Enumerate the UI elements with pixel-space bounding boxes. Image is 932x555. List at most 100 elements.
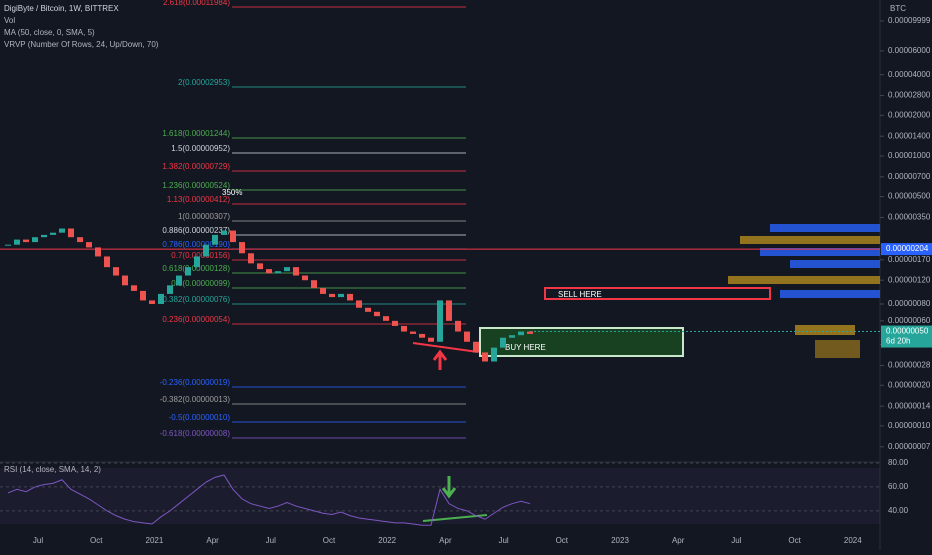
candle-body <box>491 347 497 362</box>
candle-body <box>104 256 110 268</box>
candle-body <box>185 267 191 276</box>
price-tick-label: 0.00001400 <box>888 131 931 140</box>
sell-label: SELL HERE <box>558 290 602 299</box>
candle-body <box>32 237 38 243</box>
candle-body <box>356 300 362 308</box>
vp-bar <box>728 276 880 284</box>
time-label: Oct <box>556 536 569 545</box>
support-line <box>412 342 479 353</box>
fib-label: -0.382(0.00000013) <box>160 395 231 404</box>
candle-body <box>266 269 272 274</box>
price-tick-label: 0.00000120 <box>888 275 931 284</box>
price-tick-label: 0.00009999 <box>888 16 931 25</box>
candle-body <box>365 307 371 312</box>
rsi-tick-label: 80.00 <box>888 458 909 467</box>
current-price-label: 0.00000050 <box>886 327 929 336</box>
candle-body <box>221 230 227 235</box>
candle-body <box>41 234 47 238</box>
candle-body <box>374 311 380 317</box>
price-tick-label: 0.00000007 <box>888 442 931 451</box>
time-label: Apr <box>206 536 219 545</box>
fib-label: 2.618(0.00011984) <box>163 0 230 7</box>
buy-box <box>479 327 684 357</box>
candle-body <box>347 293 353 301</box>
vp-bar <box>760 248 880 256</box>
candle-body <box>383 316 389 321</box>
fib-label: -0.5(0.00000010) <box>169 413 231 422</box>
candle-body <box>509 335 515 338</box>
candle-body <box>131 285 137 291</box>
candle-body <box>446 300 452 321</box>
buy-label: BUY HERE <box>505 343 546 352</box>
vp-bar <box>795 325 855 335</box>
price-tick-label: 0.00000500 <box>888 192 931 201</box>
time-label: Jul <box>498 536 508 545</box>
candle-body <box>194 256 200 268</box>
fib-label: 1.236(0.00000524) <box>162 181 230 190</box>
price-tick-label: 0.00004000 <box>888 70 931 79</box>
price-tick-label: 0.00000170 <box>888 255 931 264</box>
candle-body <box>320 288 326 294</box>
fib-label: 1.618(0.00001244) <box>162 129 230 138</box>
vp-bar <box>770 224 880 232</box>
candle-body <box>212 234 218 245</box>
candle-body <box>230 230 236 243</box>
axis-unit: BTC <box>890 4 906 13</box>
candle-body <box>284 267 290 272</box>
countdown-label: 6d 20h <box>886 337 910 346</box>
time-label: Apr <box>672 536 685 545</box>
price-tick-label: 0.00000350 <box>888 213 931 222</box>
candle-body <box>401 325 407 332</box>
fib-label: 1(0.00000307) <box>178 212 230 221</box>
candle-body <box>77 237 83 243</box>
candle-body <box>86 242 92 248</box>
candle-body <box>257 263 263 270</box>
candle-body <box>455 320 461 332</box>
fib-label: 0.236(0.00000054) <box>162 315 230 324</box>
price-tick-label: 0.00001000 <box>888 151 931 160</box>
price-tick-label: 0.00000020 <box>888 380 931 389</box>
candle-body <box>5 244 11 246</box>
candle-body <box>392 320 398 326</box>
candle-body <box>59 228 65 233</box>
candle-body <box>275 271 281 274</box>
gain-label: 350% <box>222 188 242 197</box>
price-tick-label: 0.00000028 <box>888 361 931 370</box>
price-tick-label: 0.00000700 <box>888 172 931 181</box>
vp-bar <box>790 260 880 268</box>
time-label: 2024 <box>844 536 862 545</box>
rsi-label: RSI (14, close, SMA, 14, 2) <box>4 465 101 474</box>
last-price-tag <box>881 243 932 256</box>
price-tick-label: 0.00000014 <box>888 401 931 410</box>
time-label: Jul <box>33 536 43 545</box>
time-label: 2022 <box>378 536 396 545</box>
fib-label: 0.786(0.00000190) <box>162 240 230 249</box>
ma-label: MA (50, close, 0, SMA, 5) <box>4 28 95 37</box>
vp-bar <box>740 236 880 244</box>
candle-body <box>176 275 182 286</box>
candle-body <box>518 331 524 336</box>
price-tick-label: 0.00002000 <box>888 110 931 119</box>
candle-body <box>428 337 434 342</box>
candle-body <box>149 300 155 304</box>
fib-label: 1.382(0.00000729) <box>162 162 230 171</box>
candle-body <box>311 280 317 289</box>
rsi-tick-label: 60.00 <box>888 482 909 491</box>
time-label: Jul <box>266 536 276 545</box>
candle-body <box>203 244 209 257</box>
time-label: Oct <box>788 536 801 545</box>
current-price-tag <box>881 325 932 348</box>
candle-body <box>473 341 479 353</box>
time-label: Jul <box>731 536 741 545</box>
price-tick-label: 0.00000010 <box>888 421 931 430</box>
rsi-tick-label: 40.00 <box>888 506 909 515</box>
fib-label: -0.236(0.00000019) <box>160 378 231 387</box>
candle-body <box>410 331 416 334</box>
candle-body <box>329 293 335 298</box>
time-label: 2023 <box>611 536 629 545</box>
price-tick-label: 0.00000060 <box>888 316 931 325</box>
candle-body <box>113 267 119 276</box>
